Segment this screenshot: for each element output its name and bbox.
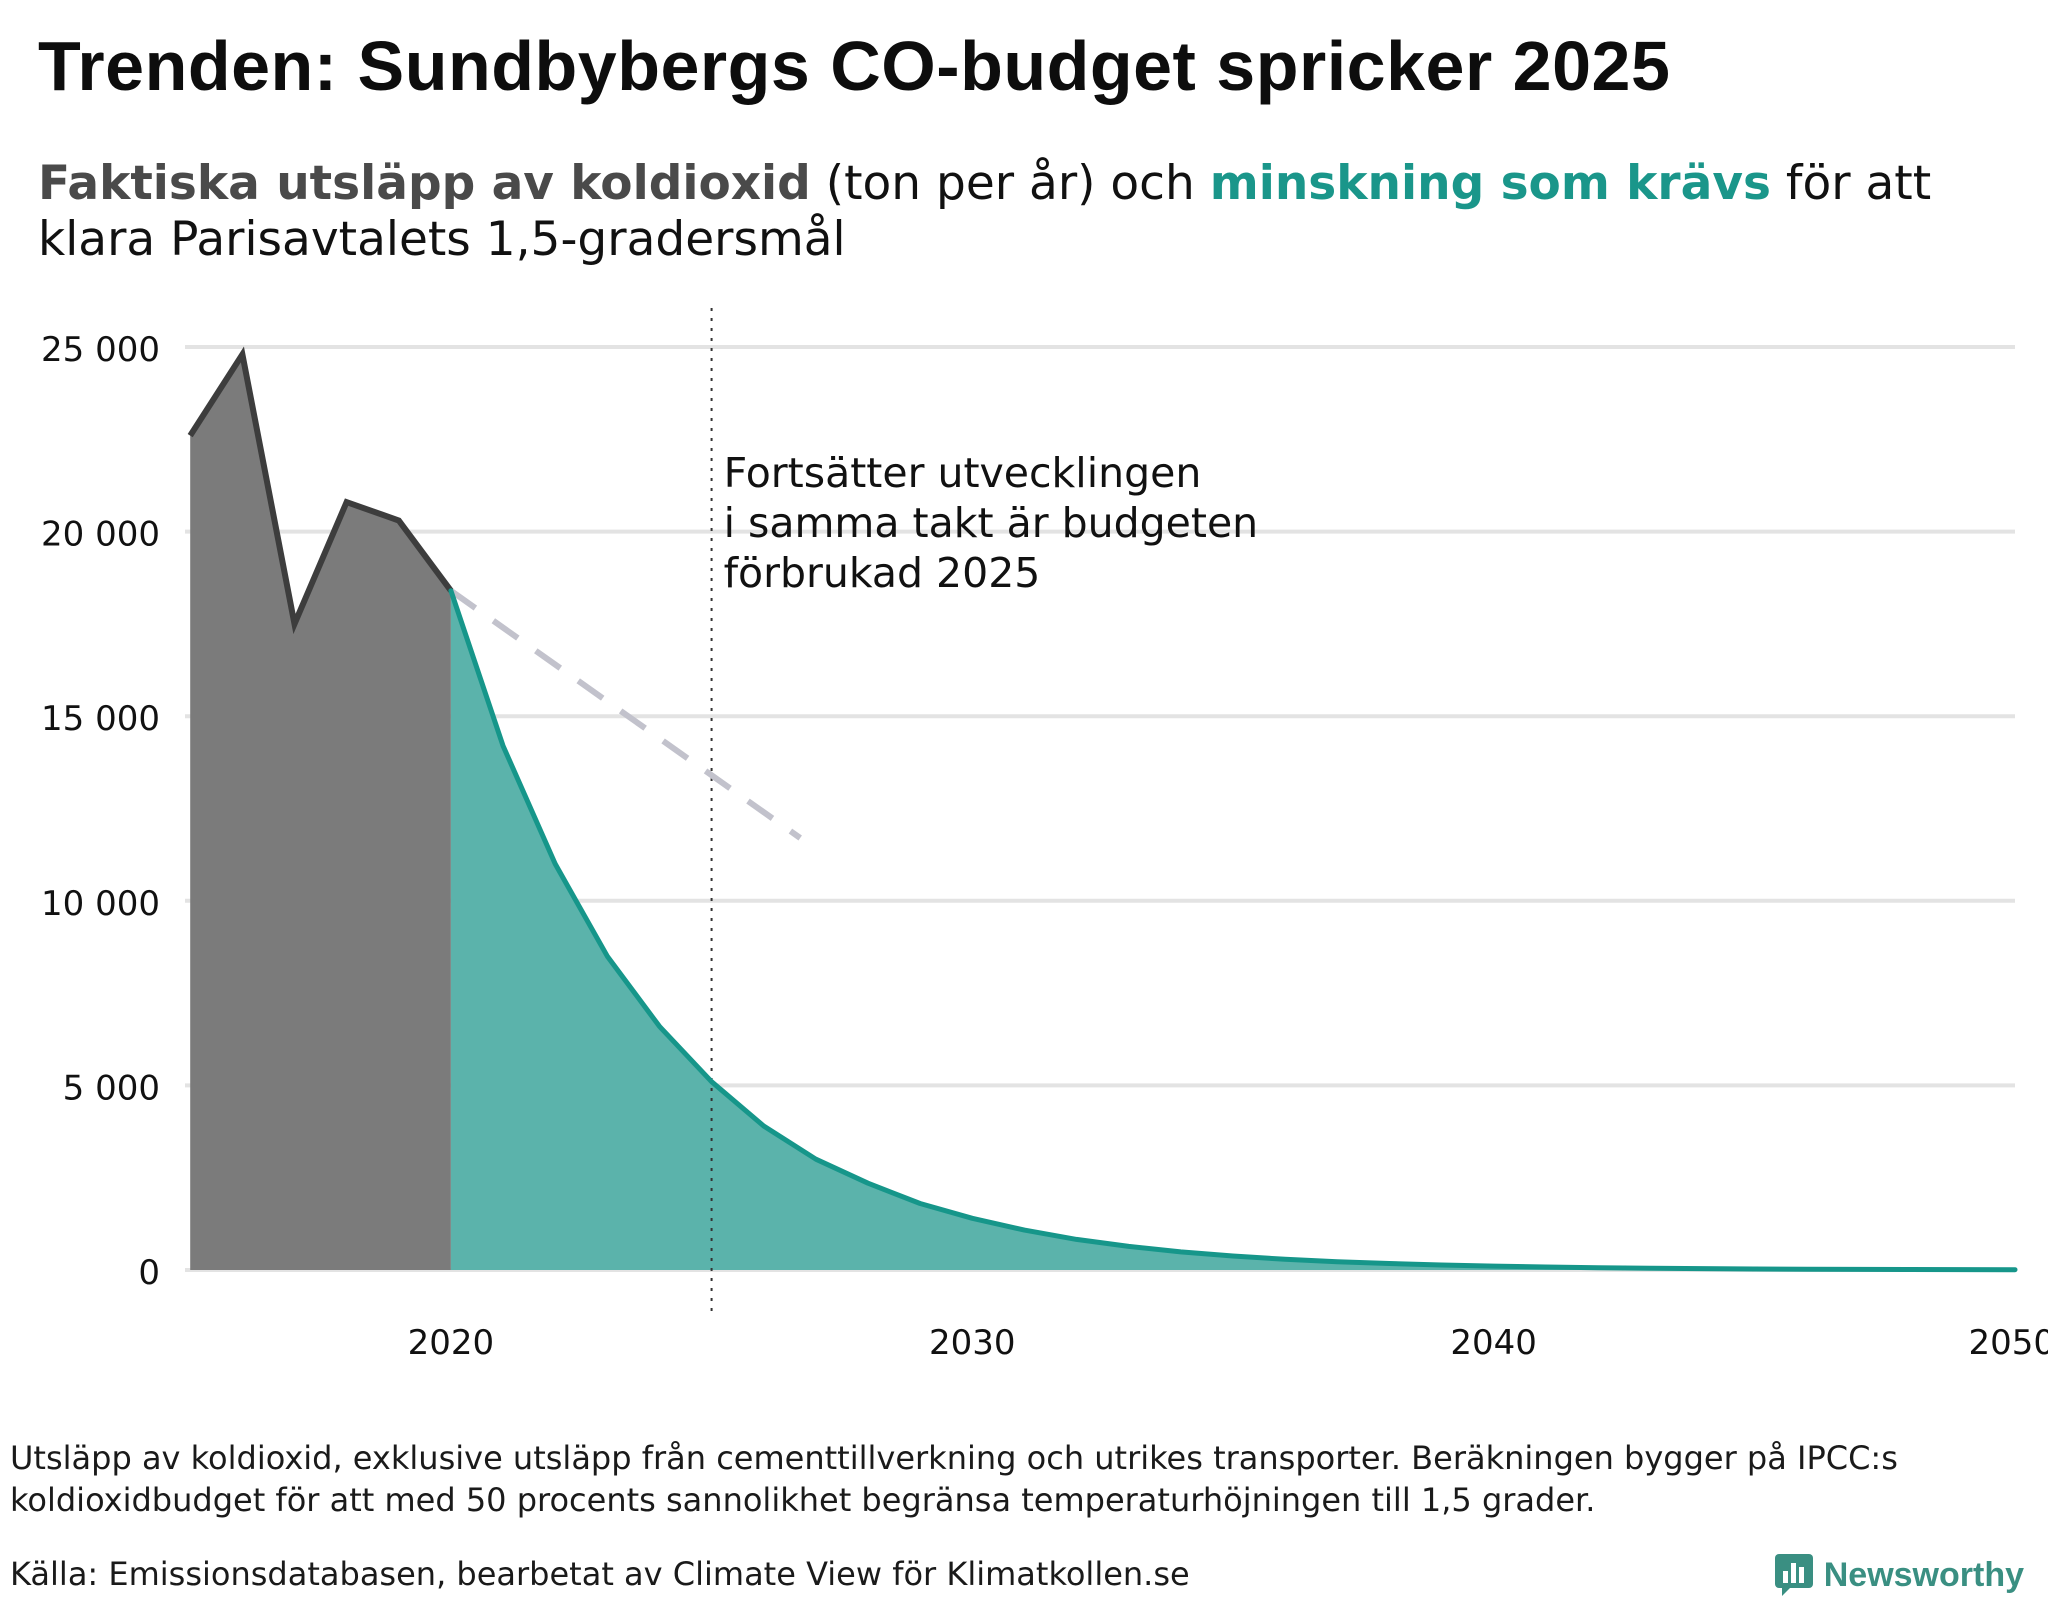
required-reduction-line bbox=[448, 588, 2018, 1273]
y-tick-label: 0 bbox=[138, 1253, 160, 1293]
newsworthy-logo: Newsworthy bbox=[1774, 1553, 2024, 1597]
source-line: Källa: Emissionsdatabasen, bearbetat av … bbox=[10, 1555, 1190, 1593]
y-axis-labels: 0 5 000 10 000 15 000 20 000 25 000 bbox=[41, 330, 160, 1293]
brand-name: Newsworthy bbox=[1823, 1555, 2024, 1594]
x-tick-label: 2020 bbox=[408, 1323, 495, 1363]
y-tick-label: 10 000 bbox=[41, 884, 160, 924]
subtitle-goal-text: för att klara Parisavtalets 1,5-gradersm… bbox=[38, 156, 1932, 267]
x-tick-label: 2030 bbox=[929, 1323, 1016, 1363]
y-tick-label: 20 000 bbox=[41, 515, 160, 555]
chart-title: Trenden: Sundbybergs CO-budget spricker … bbox=[38, 27, 1671, 105]
annotation-line-2: i samma takt är budgeten bbox=[724, 499, 1259, 547]
subtitle-actual-emissions: Faktiska utsläpp av koldioxid bbox=[38, 156, 811, 211]
trend-continuation-line bbox=[449, 588, 802, 841]
x-tick-label: 2050 bbox=[1968, 1323, 2048, 1363]
annotation-line-3: förbrukad 2025 bbox=[724, 549, 1041, 597]
y-tick-label: 5 000 bbox=[63, 1068, 160, 1108]
chart-bubble-icon bbox=[1774, 1554, 1813, 1596]
required-reduction-area bbox=[450, 590, 2015, 1270]
subtitle-unit-text: (ton per år) och bbox=[810, 156, 1210, 211]
y-tick-label: 15 000 bbox=[41, 699, 160, 739]
y-tick-label: 25 000 bbox=[41, 330, 160, 370]
subtitle-required-reduction: minskning som krävs bbox=[1209, 156, 1771, 211]
actual-emissions-area bbox=[190, 354, 451, 1270]
x-tick-label: 2040 bbox=[1450, 1323, 1537, 1363]
actual-emissions-line bbox=[187, 346, 454, 635]
budget-annotation: Fortsätter utvecklingen i samma takt är … bbox=[724, 449, 1272, 597]
chart-subtitle: Faktiska utsläpp av koldioxid (ton per å… bbox=[38, 156, 2018, 268]
footnote: Utsläpp av koldioxid, exklusive utsläpp … bbox=[10, 1439, 1898, 1519]
annotation-line-1: Fortsätter utvecklingen bbox=[724, 449, 1202, 497]
x-axis-labels: 2020 2030 2040 2050 bbox=[408, 1323, 2048, 1363]
